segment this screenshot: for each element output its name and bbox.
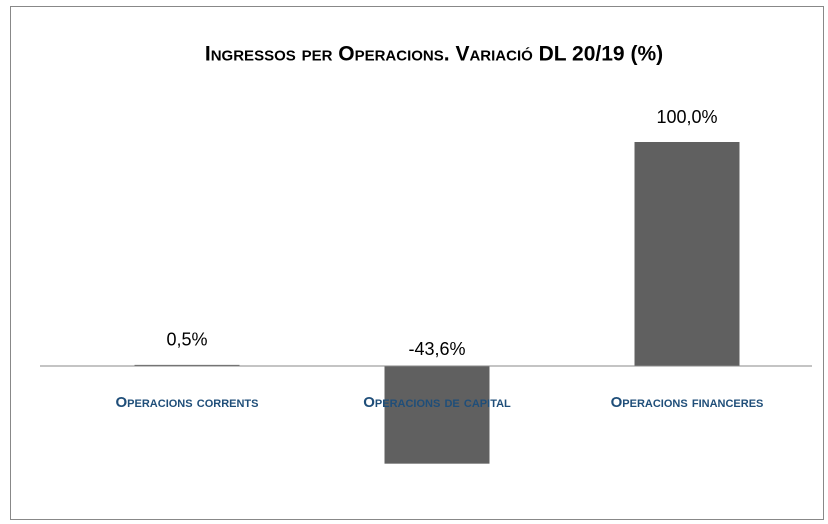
data-label: -43,6%	[408, 339, 465, 359]
plot-area: 0,5% -43,6% 100,0% Operacions corrents Opera…	[40, 107, 812, 464]
data-label: 0,5%	[166, 330, 207, 350]
x-tick-label: Operacions corrents	[116, 394, 259, 411]
x-tick-label: Operacions financeres	[611, 394, 764, 411]
data-label: 100,0%	[656, 107, 717, 127]
chart-title: Ingressos per Operacions. Variació DL 20…	[205, 43, 663, 66]
bar	[384, 366, 490, 464]
bar	[134, 364, 240, 366]
x-tick-label: Operacions de capital	[363, 394, 511, 411]
bar	[634, 142, 740, 366]
